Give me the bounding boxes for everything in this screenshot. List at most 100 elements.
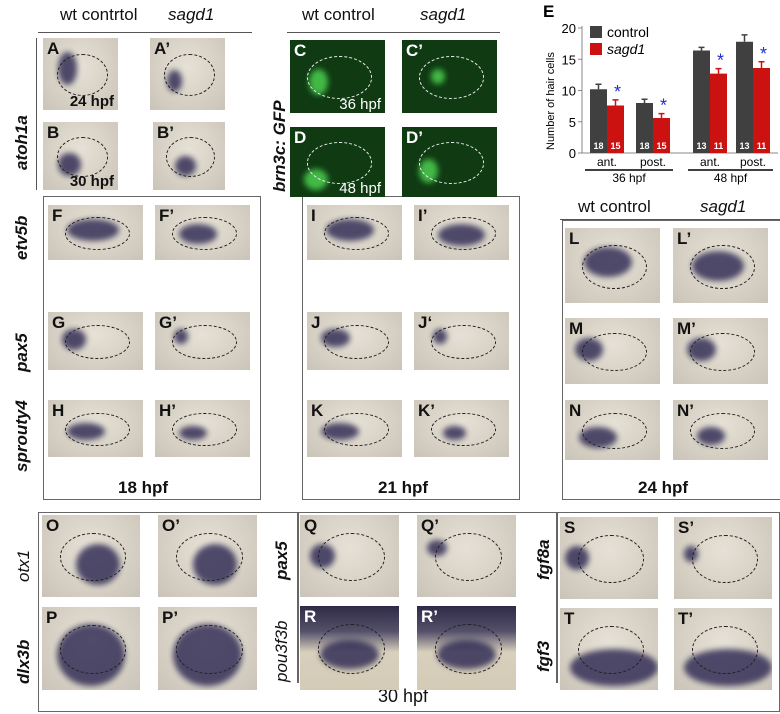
micrograph-panel: H bbox=[48, 400, 143, 457]
otic-vesicle-outline bbox=[419, 56, 484, 99]
n-label: 15 bbox=[656, 141, 666, 151]
panel-time-label: 30 hpf bbox=[69, 173, 114, 190]
col-header-sagd1: sagd1 bbox=[168, 5, 215, 24]
micrograph-panel: F bbox=[48, 205, 143, 260]
bar-sagd1 bbox=[710, 73, 727, 153]
micrograph-panel: A’ bbox=[150, 38, 225, 110]
micrograph-panel: R’ bbox=[417, 606, 516, 690]
y-tick-label: 15 bbox=[562, 52, 576, 67]
panel-letter: O bbox=[46, 516, 60, 535]
stage-label-21hpf: 21 hpf bbox=[378, 478, 429, 497]
micrograph-panel: S’ bbox=[674, 517, 772, 599]
panel-letter: K’ bbox=[418, 401, 435, 420]
otic-vesicle-outline bbox=[65, 412, 130, 447]
divider bbox=[556, 513, 558, 683]
gene-label-sprouty4: sprouty4 bbox=[12, 400, 31, 472]
panel-letter: S bbox=[564, 518, 576, 537]
panel-letter: I bbox=[311, 206, 316, 225]
hair-cell-bar-chart: E Number of hair cells 0 5 10 15 20 18 15 * ant.… bbox=[543, 2, 778, 185]
bar-sagd1 bbox=[753, 68, 770, 153]
otic-vesicle-outline bbox=[65, 217, 130, 250]
panel-letter-E: E bbox=[543, 2, 554, 21]
header-rule bbox=[560, 219, 780, 220]
micrograph-panel: F’ bbox=[155, 205, 250, 260]
micrograph-panel: D 48 hpf bbox=[290, 127, 385, 197]
bar-control bbox=[736, 41, 753, 153]
panel-letter: T bbox=[564, 609, 575, 628]
bar-control bbox=[693, 50, 710, 153]
gene-label-pax5: pax5 bbox=[12, 333, 31, 372]
otic-vesicle-outline bbox=[434, 533, 503, 581]
otic-vesicle-outline bbox=[324, 217, 389, 250]
gene-label-fgf3: fgf3 bbox=[534, 640, 553, 672]
panel-letter: C’ bbox=[406, 41, 423, 60]
y-tick-label: 0 bbox=[569, 146, 576, 161]
micrograph-panel: O bbox=[42, 515, 140, 597]
otic-vesicle-outline bbox=[317, 624, 386, 674]
panel-letter: K bbox=[311, 401, 324, 420]
otic-vesicle-outline bbox=[307, 56, 372, 99]
legend-label-control: control bbox=[607, 24, 649, 40]
otic-vesicle-outline bbox=[172, 217, 237, 250]
otic-vesicle-outline bbox=[582, 244, 647, 289]
otic-vesicle-outline bbox=[431, 217, 496, 250]
otic-vesicle-outline bbox=[577, 626, 645, 674]
panel-letter: B’ bbox=[157, 123, 174, 142]
micrograph-panel: G’ bbox=[155, 312, 250, 370]
micrograph-panel: L’ bbox=[673, 228, 768, 303]
otic-vesicle-outline bbox=[324, 412, 389, 447]
gene-label-pax5: pax5 bbox=[272, 541, 291, 580]
panel-time-label: 36 hpf bbox=[339, 96, 381, 113]
panel-letter: Q bbox=[304, 516, 318, 535]
x-tick-label: ant. bbox=[700, 155, 720, 169]
otic-vesicle-outline bbox=[431, 412, 496, 447]
micrograph-panel: B 30 hpf bbox=[43, 122, 118, 190]
otic-vesicle-outline bbox=[307, 142, 372, 184]
otic-vesicle-outline bbox=[691, 535, 759, 583]
micrograph-panel: K bbox=[307, 400, 402, 457]
micrograph-panel: C 36 hpf bbox=[290, 40, 385, 113]
panel-letter: S’ bbox=[678, 518, 695, 537]
gene-label-dlx3b: dlx3b bbox=[14, 639, 33, 684]
otic-vesicle-outline bbox=[175, 533, 244, 581]
panel-time-label: 48 hpf bbox=[339, 180, 381, 197]
otic-vesicle-outline bbox=[56, 53, 108, 97]
bar-sagd1 bbox=[653, 118, 670, 153]
gene-label-etv5b: etv5b bbox=[12, 215, 31, 260]
otic-vesicle-outline bbox=[172, 324, 237, 360]
panel-letter: G bbox=[52, 313, 66, 332]
panel-letter: T’ bbox=[678, 609, 694, 628]
x-tick-label: post. bbox=[640, 155, 666, 169]
stage-label-24hpf: 24 hpf bbox=[638, 478, 689, 497]
panel-letter: M’ bbox=[677, 319, 696, 338]
header-rule bbox=[287, 32, 500, 33]
bar-control bbox=[590, 89, 607, 153]
micrograph-panel: Q’ bbox=[417, 515, 516, 597]
panel-letter: Q’ bbox=[421, 516, 439, 535]
significance-marker: * bbox=[717, 51, 724, 71]
otic-vesicle-outline bbox=[582, 332, 647, 372]
col-header-wt: wt contrtol bbox=[60, 5, 138, 24]
y-axis-label: Number of hair cells bbox=[545, 52, 557, 150]
micrograph-panel: D’ bbox=[402, 127, 497, 197]
n-label: 18 bbox=[593, 141, 603, 151]
otic-vesicle-outline bbox=[434, 624, 503, 674]
panel-letter: B bbox=[47, 123, 60, 142]
otic-vesicle-outline bbox=[582, 413, 647, 449]
micrograph-panel: N’ bbox=[673, 400, 768, 460]
panel-letter: F’ bbox=[159, 206, 175, 225]
panel-letter: N’ bbox=[677, 401, 694, 420]
micrograph-panel: I bbox=[307, 205, 402, 260]
panel-letter: I’ bbox=[418, 206, 428, 225]
otic-vesicle-outline bbox=[65, 324, 130, 360]
stage-label-18hpf: 18 hpf bbox=[118, 478, 169, 497]
micrograph-panel: G bbox=[48, 312, 143, 370]
col-header-sagd1: sagd1 bbox=[420, 5, 467, 24]
micrograph-panel: N bbox=[565, 400, 660, 460]
panel-letter: P’ bbox=[162, 608, 179, 627]
x-tick-label: post. bbox=[740, 155, 766, 169]
micrograph-panel: Q bbox=[300, 515, 399, 597]
significance-marker: * bbox=[760, 44, 767, 64]
gene-label-brn3c-gfp: brn3c: GFP bbox=[270, 100, 289, 192]
panel-letter: P bbox=[46, 608, 58, 627]
